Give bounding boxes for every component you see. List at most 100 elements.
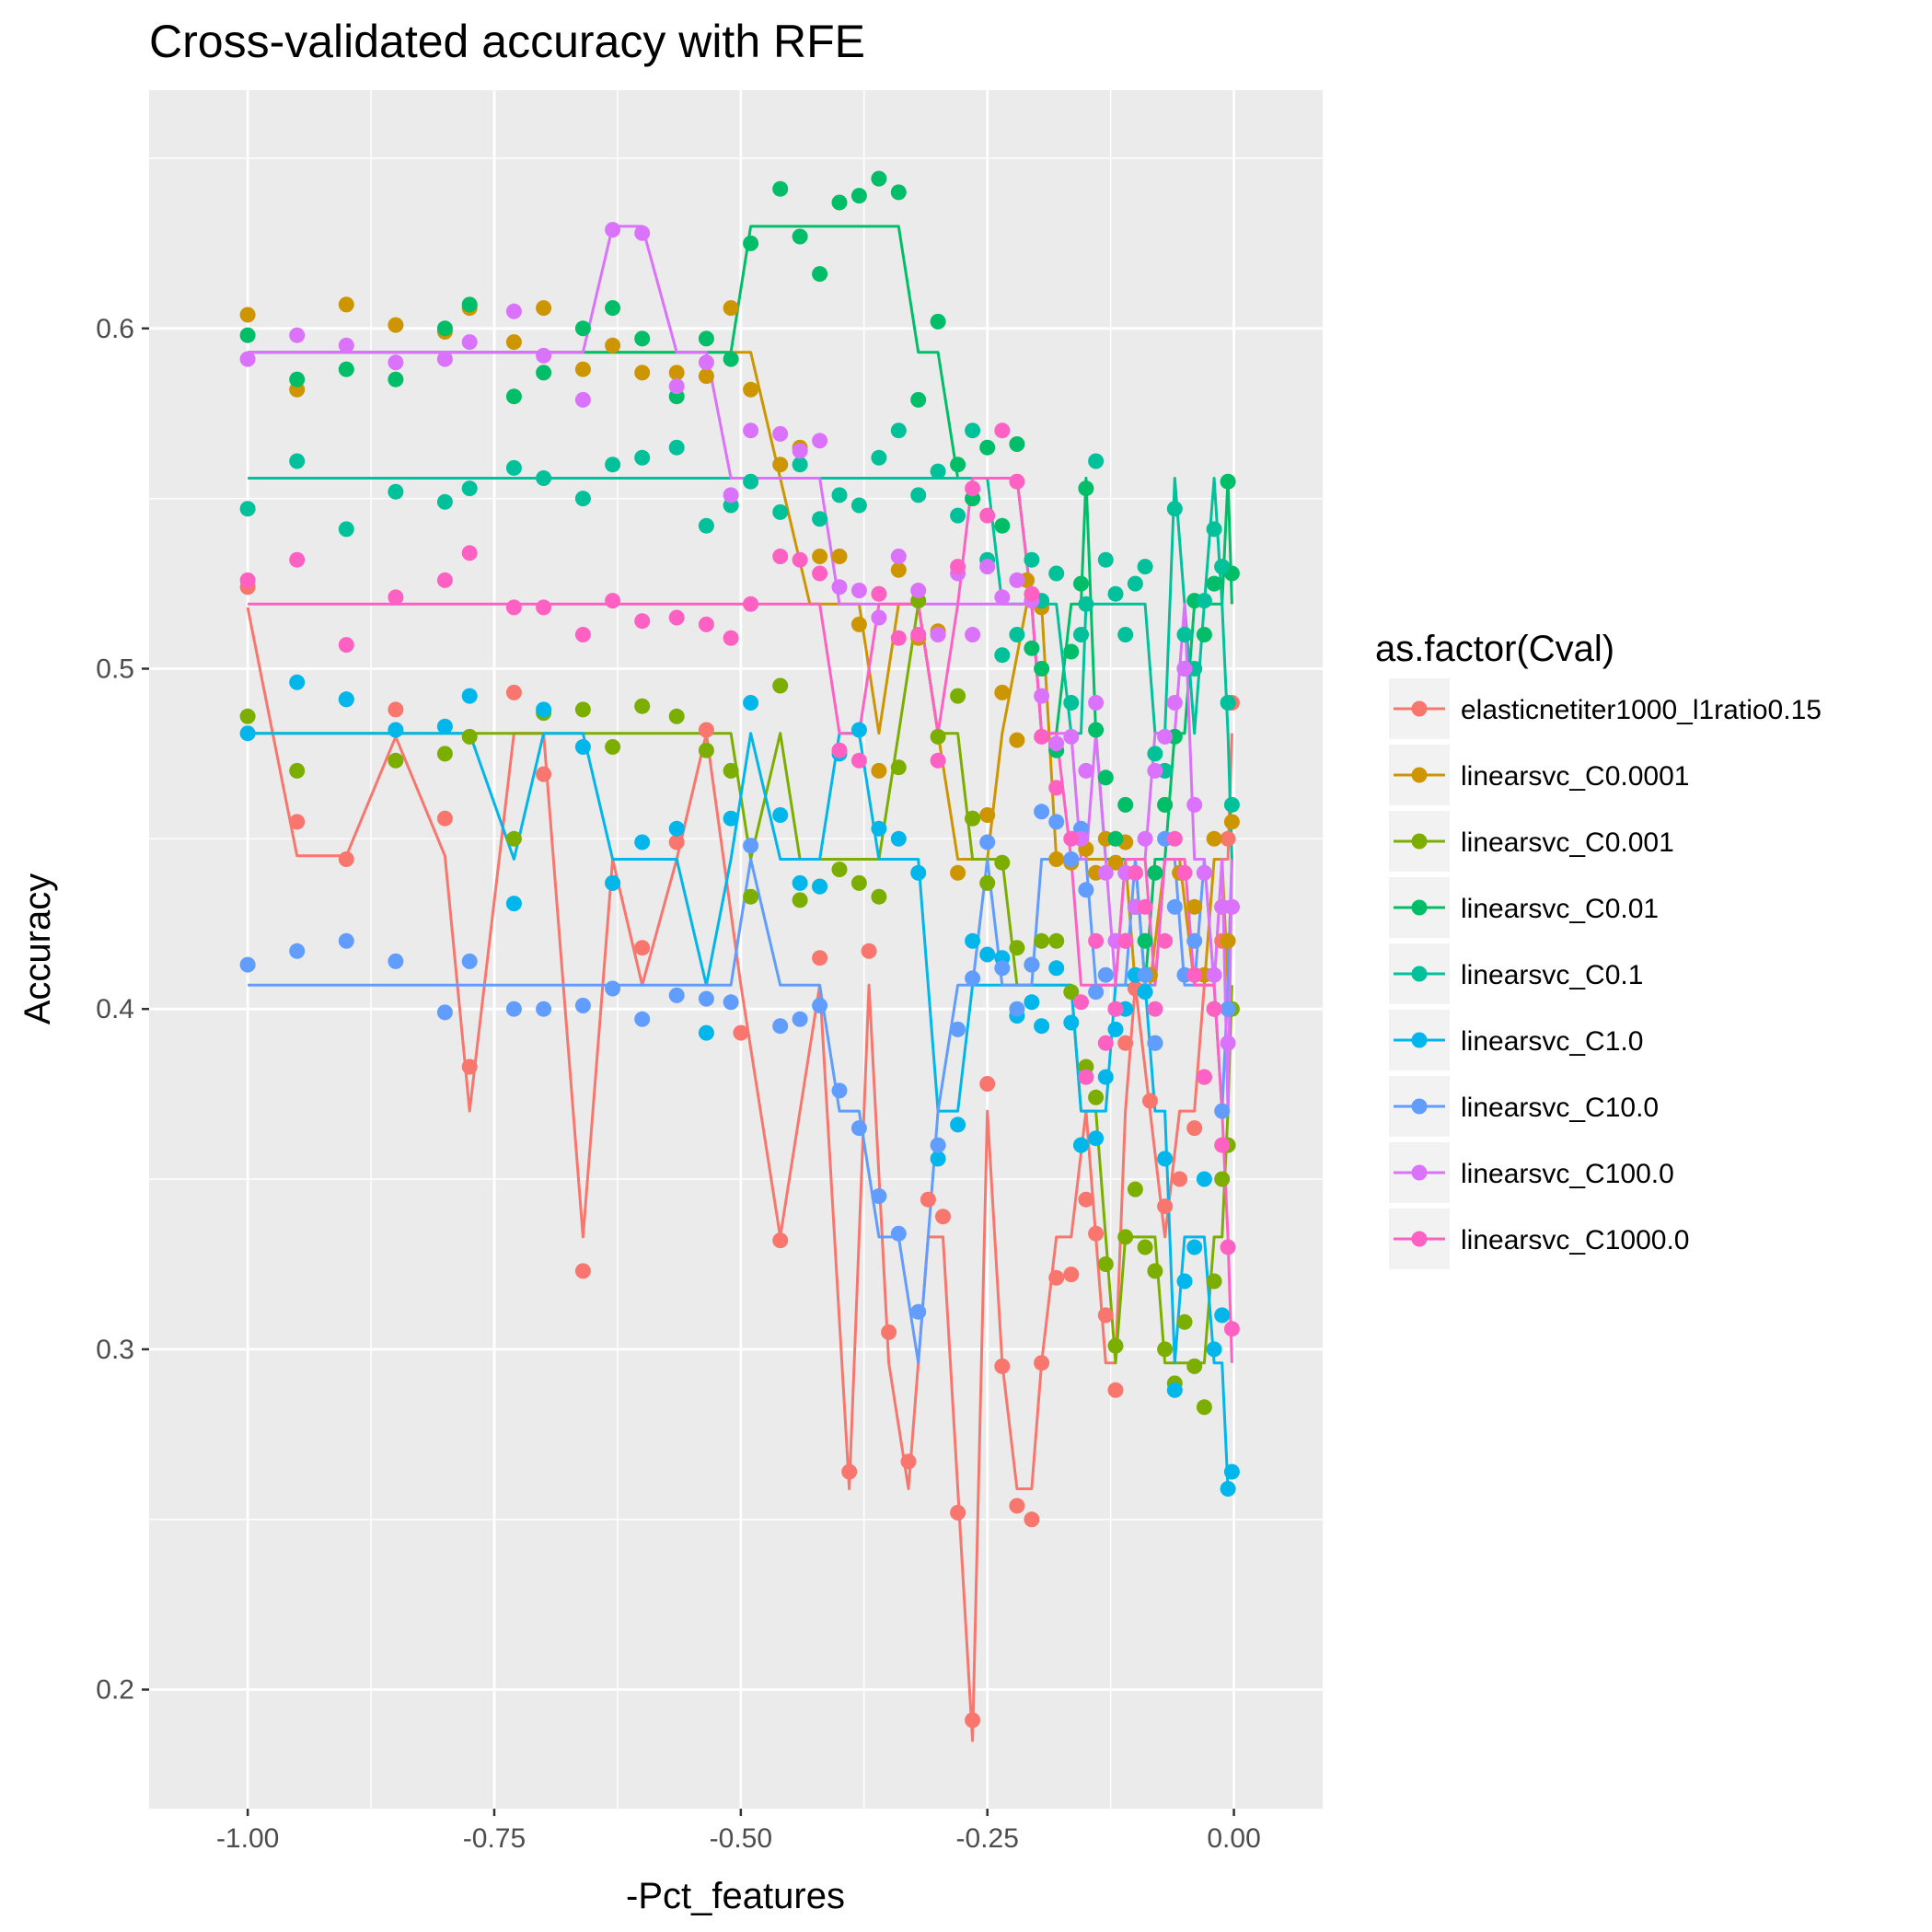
data-point-series-1: [1117, 1035, 1134, 1051]
data-point-series-6: [1166, 1382, 1183, 1398]
legend-item: linearsvc_C100.0: [1389, 1142, 1674, 1203]
data-point-series-9: [1117, 932, 1134, 949]
data-point-series-4: [1220, 473, 1236, 490]
data-point-series-5: [289, 453, 306, 469]
data-point-series-4: [979, 439, 996, 456]
data-point-series-6: [388, 722, 404, 738]
data-point-series-5: [812, 511, 828, 527]
data-point-series-1: [634, 940, 651, 956]
data-point-series-9: [1196, 1069, 1212, 1085]
data-point-series-9: [1206, 1001, 1222, 1017]
data-point-series-4: [1034, 661, 1050, 677]
data-point-series-1: [1097, 1307, 1114, 1324]
data-point-series-3: [1186, 1358, 1203, 1374]
legend-item: elasticnetiter1000_l1ratio0.15: [1389, 678, 1822, 739]
data-point-series-6: [668, 820, 685, 837]
data-point-series-9: [871, 585, 887, 602]
data-point-series-5: [965, 422, 981, 439]
data-point-series-5: [890, 422, 907, 439]
data-point-series-4: [930, 313, 946, 330]
data-point-series-5: [668, 439, 685, 456]
data-point-series-5: [1223, 796, 1240, 813]
data-point-series-8: [1176, 661, 1193, 677]
data-point-series-2: [536, 300, 552, 317]
data-point-series-8: [831, 579, 848, 596]
data-point-series-6: [1206, 1341, 1222, 1358]
data-point-series-7: [1009, 1001, 1025, 1017]
data-point-series-4: [1196, 627, 1212, 642]
legend: as.factor(Cval) elasticnetiter1000_l1rat…: [1375, 629, 1822, 1269]
data-point-series-5: [1166, 501, 1183, 517]
data-point-series-4: [634, 330, 651, 347]
data-point-series-7: [239, 956, 256, 973]
data-point-series-9: [743, 596, 759, 612]
data-point-series-5: [1088, 453, 1105, 469]
data-point-series-6: [461, 688, 478, 704]
data-point-series-5: [871, 449, 887, 466]
data-point-series-5: [388, 483, 404, 500]
data-point-series-4: [994, 517, 1011, 534]
data-point-series-8: [772, 425, 789, 442]
data-point-series-9: [1048, 780, 1065, 796]
data-point-series-1: [338, 851, 354, 867]
data-point-series-8: [388, 354, 404, 371]
data-point-series-2: [772, 457, 789, 473]
data-point-series-3: [890, 759, 907, 776]
data-point-series-5: [772, 503, 789, 520]
y-axis-title: Accuracy: [17, 873, 58, 1025]
data-point-series-1: [994, 1358, 1011, 1374]
data-point-series-6: [289, 674, 306, 690]
data-point-series-8: [574, 391, 591, 408]
data-point-series-1: [935, 1209, 951, 1225]
legend-label: elasticnetiter1000_l1ratio0.15: [1461, 695, 1822, 725]
data-point-series-3: [668, 708, 685, 724]
data-point-series-6: [743, 695, 759, 711]
data-point-series-3: [505, 830, 522, 847]
data-point-series-1: [812, 950, 828, 966]
data-point-series-6: [605, 874, 621, 891]
data-point-series-7: [289, 943, 306, 959]
data-point-series-2: [812, 549, 828, 564]
data-point-series-2: [871, 762, 887, 779]
data-point-series-7: [536, 1001, 552, 1017]
data-point-series-9: [831, 742, 848, 758]
data-point-series-6: [1137, 984, 1153, 1001]
data-point-series-5: [1220, 695, 1236, 711]
legend-key-point: [1411, 767, 1428, 783]
data-point-series-8: [338, 337, 354, 353]
data-point-series-1: [920, 1191, 936, 1208]
data-point-series-7: [634, 1011, 651, 1027]
data-point-series-5: [910, 487, 927, 503]
data-point-series-5: [1078, 596, 1094, 612]
data-point-series-7: [388, 953, 404, 969]
data-point-series-3: [1196, 1399, 1212, 1416]
data-point-series-3: [1088, 1089, 1105, 1105]
data-point-series-4: [812, 266, 828, 283]
data-point-series-1: [1078, 1191, 1094, 1208]
data-point-series-1: [841, 1463, 858, 1480]
data-point-series-1: [574, 1263, 591, 1279]
legend-key-point: [1411, 1231, 1428, 1247]
data-point-series-9: [1088, 932, 1105, 949]
data-point-series-4: [1137, 932, 1153, 949]
data-point-series-5: [461, 480, 478, 497]
data-point-series-5: [850, 497, 867, 514]
data-point-series-9: [436, 572, 453, 588]
x-tick-label: -0.75: [463, 1823, 526, 1854]
data-point-series-7: [698, 990, 714, 1007]
data-point-series-4: [1206, 575, 1222, 592]
data-point-series-1: [772, 1232, 789, 1249]
data-point-series-2: [994, 684, 1011, 700]
data-point-series-9: [1166, 830, 1183, 847]
data-point-series-2: [574, 361, 591, 377]
data-point-series-9: [388, 589, 404, 606]
data-point-series-1: [536, 766, 552, 782]
data-point-series-5: [1137, 559, 1153, 575]
data-point-series-5: [1063, 695, 1080, 711]
data-point-series-3: [388, 752, 404, 769]
data-point-series-5: [1009, 627, 1025, 642]
data-point-series-8: [505, 303, 522, 319]
data-point-series-1: [1024, 1511, 1040, 1528]
data-point-series-7: [605, 980, 621, 997]
data-point-series-6: [965, 932, 981, 949]
